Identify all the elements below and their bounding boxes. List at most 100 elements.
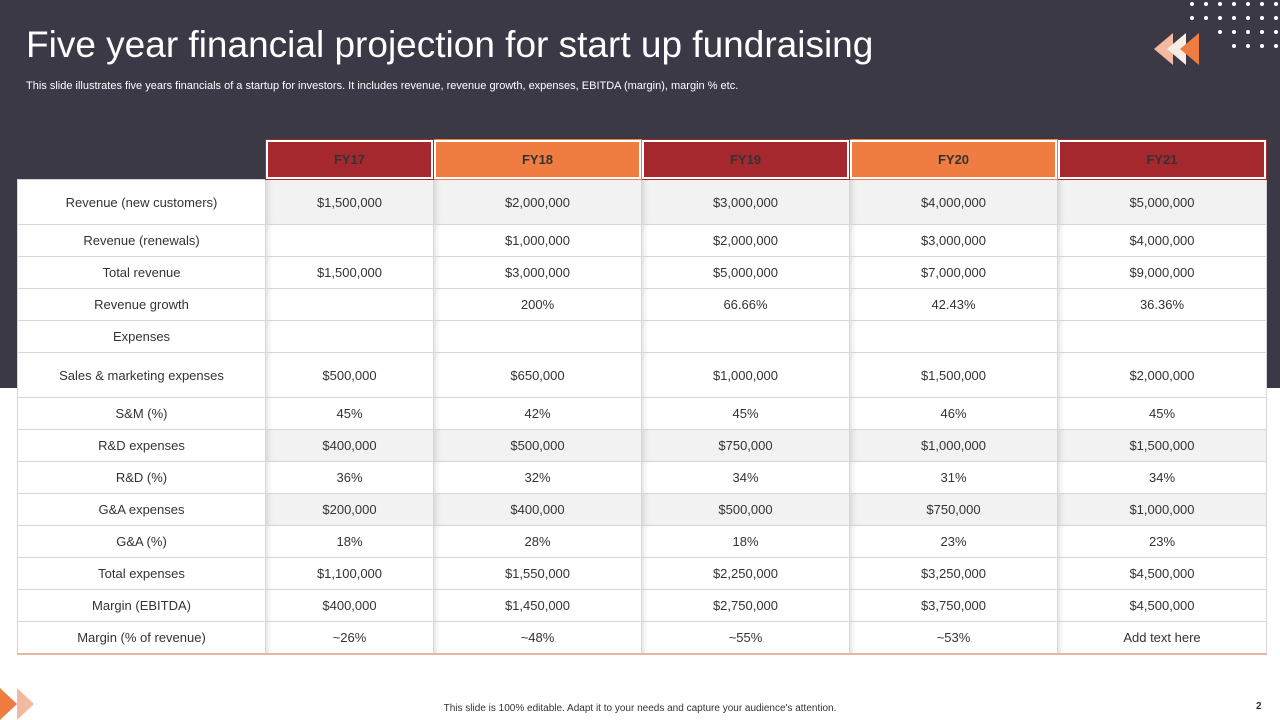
table-cell: $1,500,000 <box>1057 429 1267 462</box>
header-fy21: FY21 <box>1057 139 1267 180</box>
table-cell: 23% <box>1057 525 1267 558</box>
row-label: R&D expenses <box>17 429 266 462</box>
table-cell: 23% <box>849 525 1058 558</box>
table-cell: 36% <box>265 461 434 494</box>
table-header-row: FY17 FY18 FY19 FY20 FY21 <box>18 139 1267 180</box>
header-fy17: FY17 <box>265 139 434 180</box>
row-label: Margin (EBITDA) <box>17 589 266 622</box>
page-number: 2 <box>1256 701 1262 712</box>
table-cell: 34% <box>641 461 850 494</box>
table-cell: $4,500,000 <box>1057 589 1267 622</box>
table-cell: $1,000,000 <box>641 352 850 398</box>
table-row: Margin (% of revenue) ~26% ~48% ~55% ~53… <box>17 621 1267 655</box>
table-row: Revenue (renewals) $1,000,000 $2,000,000… <box>17 224 1267 257</box>
table-cell: 46% <box>849 397 1058 430</box>
table-row: R&D (%) 36% 32% 34% 31% 34% <box>17 461 1267 494</box>
table-cell: $1,100,000 <box>265 557 434 590</box>
table-cell: $3,000,000 <box>433 256 642 289</box>
table-cell: 18% <box>265 525 434 558</box>
table-cell: $9,000,000 <box>1057 256 1267 289</box>
table-cell: $1,500,000 <box>265 256 434 289</box>
table-cell: $7,000,000 <box>849 256 1058 289</box>
table-cell: $3,000,000 <box>849 224 1058 257</box>
table-cell: $500,000 <box>433 429 642 462</box>
financial-projection-table: FY17 FY18 FY19 FY20 FY21 Revenue (new cu… <box>17 139 1267 655</box>
row-label: Revenue (new customers) <box>17 179 266 225</box>
table-cell: $1,550,000 <box>433 557 642 590</box>
table-cell: $400,000 <box>433 493 642 526</box>
table-row: Revenue growth 200% 66.66% 42.43% 36.36% <box>17 288 1267 321</box>
table-cell: 42% <box>433 397 642 430</box>
table-cell: ~48% <box>433 621 642 655</box>
row-label: Total expenses <box>17 557 266 590</box>
table-cell: 45% <box>641 397 850 430</box>
row-label: Sales & marketing expenses <box>17 352 266 398</box>
table-cell: ~26% <box>265 621 434 655</box>
table-cell <box>641 320 850 353</box>
table-cell <box>265 224 434 257</box>
table-row: S&M (%) 45% 42% 45% 46% 45% <box>17 397 1267 430</box>
table-cell: $3,000,000 <box>641 179 850 225</box>
table-cell: $750,000 <box>641 429 850 462</box>
table-cell: 66.66% <box>641 288 850 321</box>
decorative-dots-icon <box>1190 2 1278 48</box>
table-cell: $200,000 <box>265 493 434 526</box>
slide-title: Five year financial projection for start… <box>26 24 874 65</box>
table-cell: $1,000,000 <box>849 429 1058 462</box>
table-row: R&D expenses $400,000 $500,000 $750,000 … <box>17 429 1267 462</box>
table-cell: $400,000 <box>265 589 434 622</box>
table-cell: $5,000,000 <box>1057 179 1267 225</box>
table-cell: $500,000 <box>641 493 850 526</box>
table-row: G&A (%) 18% 28% 18% 23% 23% <box>17 525 1267 558</box>
header-fy18: FY18 <box>433 139 642 180</box>
table-cell: $400,000 <box>265 429 434 462</box>
row-label: Revenue (renewals) <box>17 224 266 257</box>
table-cell: $2,000,000 <box>641 224 850 257</box>
table-cell: $2,250,000 <box>641 557 850 590</box>
table-cell: 45% <box>1057 397 1267 430</box>
table-cell: $1,000,000 <box>1057 493 1267 526</box>
table-row: Total revenue $1,500,000 $3,000,000 $5,0… <box>17 256 1267 289</box>
slide-subtitle: This slide illustrates five years financ… <box>26 80 739 92</box>
table-cell: $1,500,000 <box>849 352 1058 398</box>
table-cell: 200% <box>433 288 642 321</box>
table-cell: $750,000 <box>849 493 1058 526</box>
table-cell: $5,000,000 <box>641 256 850 289</box>
table-cell: ~55% <box>641 621 850 655</box>
table-cell: $4,000,000 <box>1057 224 1267 257</box>
table-cell: ~53% <box>849 621 1058 655</box>
row-label: S&M (%) <box>17 397 266 430</box>
table-row: Total expenses $1,100,000 $1,550,000 $2,… <box>17 557 1267 590</box>
decorative-bottom-arrows-icon <box>0 688 34 720</box>
decorative-arrows-icon <box>1154 33 1199 65</box>
table-cell: 18% <box>641 525 850 558</box>
header-empty-cell <box>18 140 266 180</box>
table-cell: $1,500,000 <box>265 179 434 225</box>
row-label: R&D (%) <box>17 461 266 494</box>
row-label: Total revenue <box>17 256 266 289</box>
table-cell: 32% <box>433 461 642 494</box>
table-cell: $4,000,000 <box>849 179 1058 225</box>
table-cell: $650,000 <box>433 352 642 398</box>
footer-note: This slide is 100% editable. Adapt it to… <box>443 703 837 714</box>
table-cell: $3,250,000 <box>849 557 1058 590</box>
table-cell: $2,750,000 <box>641 589 850 622</box>
table-cell <box>849 320 1058 353</box>
row-label: Expenses <box>17 320 266 353</box>
table-cell: $1,450,000 <box>433 589 642 622</box>
table-row: Expenses <box>17 320 1267 353</box>
header-fy19: FY19 <box>641 139 850 180</box>
table-cell <box>433 320 642 353</box>
table-cell: 36.36% <box>1057 288 1267 321</box>
table-row: Revenue (new customers) $1,500,000 $2,00… <box>17 179 1267 225</box>
row-label: G&A (%) <box>17 525 266 558</box>
table-cell: $2,000,000 <box>1057 352 1267 398</box>
header-fy20: FY20 <box>849 139 1058 180</box>
table-cell: $4,500,000 <box>1057 557 1267 590</box>
row-label: G&A expenses <box>17 493 266 526</box>
table-cell: $500,000 <box>265 352 434 398</box>
table-cell <box>265 320 434 353</box>
row-label: Revenue growth <box>17 288 266 321</box>
table-cell <box>265 288 434 321</box>
table-cell: 34% <box>1057 461 1267 494</box>
